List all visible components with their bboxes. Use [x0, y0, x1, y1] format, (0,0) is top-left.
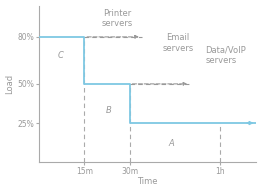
- Text: Printer
servers: Printer servers: [102, 9, 133, 28]
- Text: C: C: [57, 51, 63, 60]
- Text: Data/VoIP
servers: Data/VoIP servers: [205, 46, 246, 65]
- Text: A: A: [169, 139, 175, 148]
- Text: B: B: [106, 106, 111, 115]
- Y-axis label: Load: Load: [6, 74, 15, 94]
- X-axis label: Time: Time: [138, 177, 158, 186]
- Text: Email
servers: Email servers: [162, 33, 194, 53]
